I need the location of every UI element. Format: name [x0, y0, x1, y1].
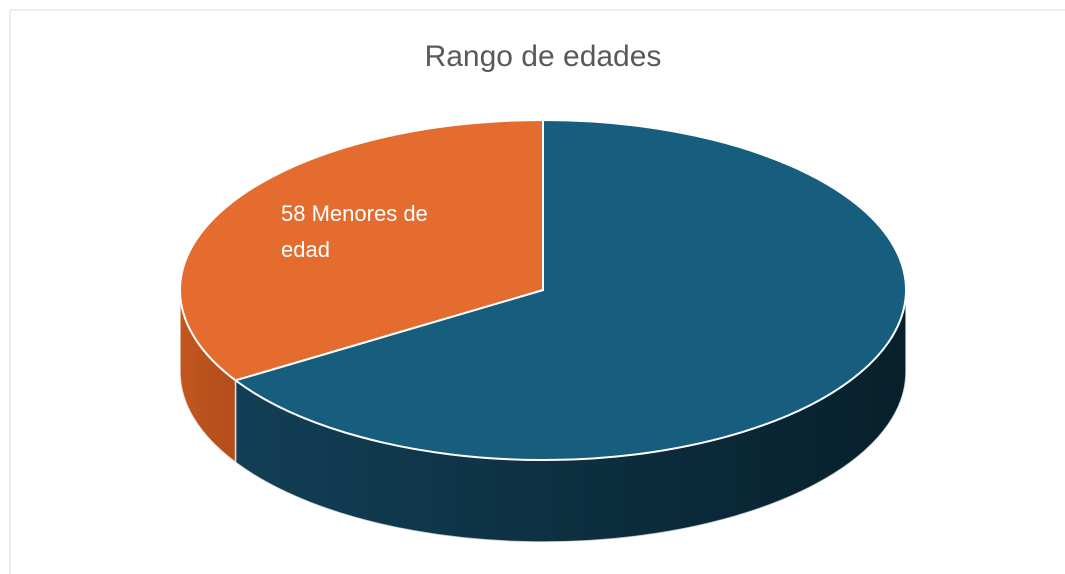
value-label: 58 [281, 201, 306, 226]
pie-slice [179, 119, 544, 382]
data-label: 58 Menores de edad [281, 196, 471, 268]
pie [179, 119, 907, 543]
category-label: Menores de edad [281, 201, 428, 262]
pie-slice [234, 119, 907, 461]
chart-title: Rango de edades [425, 40, 662, 73]
